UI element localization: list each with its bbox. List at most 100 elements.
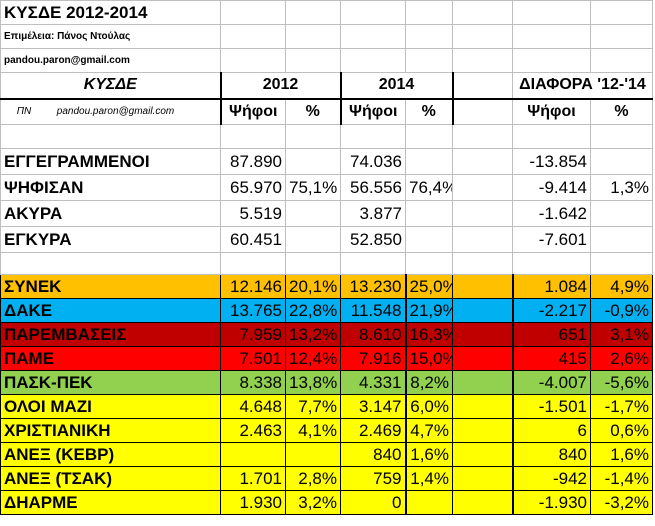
cell-v12[interactable]: 4.648	[220, 394, 286, 419]
spacer-cell[interactable]	[452, 418, 514, 443]
cell-pd[interactable]: 3,1%	[590, 322, 653, 347]
cell-vd[interactable]: -13.854	[512, 148, 591, 175]
subheader-pct-2012[interactable]: %	[285, 98, 341, 125]
row-label[interactable]: ΑΝΕΞ (ΤΣΑΚ)	[0, 466, 221, 491]
row-label[interactable]: ΔΗΑΡΜΕ	[0, 490, 221, 515]
cell-p14[interactable]: 25,0%	[405, 274, 453, 299]
cell-p14[interactable]: 6,0%	[405, 394, 453, 419]
cell-pd[interactable]: -0,9%	[590, 298, 653, 323]
cell-pd[interactable]	[590, 226, 653, 253]
cell-v14[interactable]: 3.877	[340, 200, 406, 227]
cell-p12[interactable]: 7,7%	[285, 394, 341, 419]
cell-vd[interactable]: 415	[512, 346, 591, 371]
cell-vd[interactable]: 840	[512, 442, 591, 467]
spacer-cell[interactable]	[452, 394, 514, 419]
header-difference[interactable]: ΔΙΑΦΟΡΑ '12-'14	[512, 72, 653, 100]
cell-vd[interactable]: -942	[512, 466, 591, 491]
spacer-cell[interactable]	[452, 322, 514, 347]
spacer-cell[interactable]	[452, 346, 514, 371]
cell-p14[interactable]: 8,2%	[405, 370, 453, 395]
row-label[interactable]: ΧΡΙΣΤΙΑΝΙΚΗ	[0, 418, 221, 443]
cell-v12[interactable]: 13.765	[220, 298, 286, 323]
cell-v12[interactable]: 60.451	[220, 226, 286, 253]
cell-pd[interactable]: -5,6%	[590, 370, 653, 395]
cell-vd[interactable]: 651	[512, 322, 591, 347]
cell-v12[interactable]: 1.930	[220, 490, 286, 515]
spacer-cell[interactable]	[452, 490, 514, 515]
row-label[interactable]: ΠΑΡΕΜΒΑΣΕΙΣ	[0, 322, 221, 347]
cell-p14[interactable]: 1,6%	[405, 442, 453, 467]
cell-v12[interactable]: 1.701	[220, 466, 286, 491]
subheader-pct-2014[interactable]: %	[405, 98, 453, 125]
subheader-pct-diff[interactable]: %	[590, 98, 653, 125]
spacer-cell[interactable]	[452, 442, 514, 467]
cell-p14[interactable]	[405, 226, 453, 253]
cell-p14[interactable]: 21,9%	[405, 298, 453, 323]
cell-vd[interactable]: -1.501	[512, 394, 591, 419]
cell-p12[interactable]: 12,4%	[285, 346, 341, 371]
cell-pd[interactable]: 1,3%	[590, 174, 653, 201]
column-label-kysde[interactable]: ΚΥΣΔΕ	[0, 72, 221, 100]
editor-email[interactable]: pandou.paron@gmail.com	[0, 48, 221, 73]
cell-v14[interactable]: 759	[340, 466, 407, 491]
spacer-cell[interactable]	[452, 148, 513, 175]
subheader-author[interactable]: ΠΝ pandou.paron@gmail.com	[0, 98, 221, 125]
row-label[interactable]: ΕΓΓΕΓΡΑΜΜΕΝΟΙ	[0, 148, 221, 175]
cell-vd[interactable]: -9.414	[512, 174, 591, 201]
spacer-cell[interactable]	[452, 370, 514, 395]
cell-p14[interactable]: 15,0%	[405, 346, 453, 371]
editor-credit[interactable]: Επιμέλεια: Πάνος Ντούλας	[0, 24, 221, 49]
cell-vd[interactable]: -2.217	[512, 298, 591, 323]
cell-p12[interactable]	[285, 148, 341, 175]
row-label[interactable]: ΠΑΜΕ	[0, 346, 221, 371]
cell-pd[interactable]: 0,6%	[590, 418, 653, 443]
cell-v14[interactable]: 3.147	[340, 394, 407, 419]
row-label[interactable]: ΠΑΣΚ-ΠΕΚ	[0, 370, 221, 395]
cell-p12[interactable]: 20,1%	[285, 274, 341, 299]
row-label[interactable]: ΟΛΟΙ ΜΑΖΙ	[0, 394, 221, 419]
cell-pd[interactable]: 4,9%	[590, 274, 653, 299]
cell-p12[interactable]: 22,8%	[285, 298, 341, 323]
cell-p14[interactable]	[405, 490, 453, 515]
cell-v14[interactable]: 11.548	[340, 298, 407, 323]
cell-v14[interactable]: 7.916	[340, 346, 407, 371]
spacer-cell[interactable]	[452, 174, 513, 201]
cell-p12[interactable]: 3,2%	[285, 490, 341, 515]
cell-pd[interactable]	[590, 200, 653, 227]
cell-pd[interactable]	[590, 148, 653, 175]
cell-v14[interactable]: 0	[340, 490, 407, 515]
cell-v12[interactable]: 2.463	[220, 418, 286, 443]
cell-v12[interactable]: 7.959	[220, 322, 286, 347]
cell-pd[interactable]: 1,6%	[590, 442, 653, 467]
cell-pd[interactable]: -1,7%	[590, 394, 653, 419]
row-label[interactable]: ΨΗΦΙΣΑΝ	[0, 174, 221, 201]
cell-v14[interactable]: 840	[340, 442, 407, 467]
spacer-cell[interactable]	[452, 298, 514, 323]
spacer-cell[interactable]	[452, 274, 514, 299]
cell-v12[interactable]: 5.519	[220, 200, 286, 227]
cell-v12[interactable]: 65.970	[220, 174, 286, 201]
subheader-votes-2012[interactable]: Ψήφοι	[219, 98, 286, 125]
cell-v12[interactable]: 7.501	[220, 346, 286, 371]
cell-p12[interactable]	[285, 200, 341, 227]
cell-pd[interactable]: 2,6%	[590, 346, 653, 371]
cell-p14[interactable]: 4,7%	[405, 418, 453, 443]
cell-p12[interactable]	[285, 226, 341, 253]
cell-v14[interactable]: 56.556	[340, 174, 406, 201]
header-year-2014[interactable]: 2014	[339, 72, 453, 100]
cell-v12[interactable]: 12.146	[220, 274, 286, 299]
cell-p14[interactable]	[405, 200, 453, 227]
spacer-cell[interactable]	[452, 466, 514, 491]
sheet-title[interactable]: ΚΥΣΔΕ 2012-2014	[0, 0, 221, 25]
subheader-votes-diff[interactable]: Ψήφοι	[512, 98, 591, 125]
cell-p12[interactable]: 13,2%	[285, 322, 341, 347]
spacer-cell[interactable]	[452, 200, 513, 227]
cell-p12[interactable]: 2,8%	[285, 466, 341, 491]
cell-p12[interactable]: 75,1%	[285, 174, 341, 201]
row-label[interactable]: ΔΑΚΕ	[0, 298, 221, 323]
row-label[interactable]: ΣΥΝΕΚ	[0, 274, 221, 299]
cell-v14[interactable]: 13.230	[340, 274, 407, 299]
cell-p14[interactable]	[405, 148, 453, 175]
cell-p12[interactable]: 4,1%	[285, 418, 341, 443]
header-year-2012[interactable]: 2012	[219, 72, 341, 100]
